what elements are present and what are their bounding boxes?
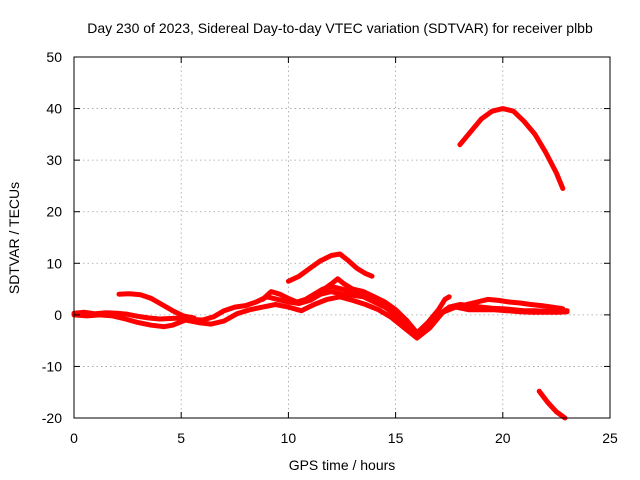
y-tick-label: 30 <box>46 152 62 168</box>
data-series <box>71 106 570 421</box>
tick-marks <box>73 56 611 419</box>
grid <box>74 57 610 418</box>
y-tick-label: 10 <box>46 255 62 271</box>
x-tick-label: 15 <box>388 430 404 446</box>
series-trace-9 <box>536 388 568 421</box>
x-tick-label: 20 <box>495 430 511 446</box>
series-trace-6 <box>260 284 377 305</box>
series-trace-4 <box>285 251 375 284</box>
y-tick-label: -10 <box>42 358 62 374</box>
x-tick-label: 25 <box>602 430 618 446</box>
y-tick-label: -20 <box>42 410 62 426</box>
y-tick-labels: -20 -10 0 10 20 30 40 50 <box>42 49 62 426</box>
plot-frame <box>73 56 611 419</box>
chart-title: Day 230 of 2023, Sidereal Day-to-day VTE… <box>87 20 593 36</box>
x-tick-label: 0 <box>70 430 78 446</box>
y-tick-label: 50 <box>46 49 62 65</box>
y-tick-label: 40 <box>46 101 62 117</box>
series-trace-3 <box>116 291 197 321</box>
y-tick-label: 0 <box>54 307 62 323</box>
x-tick-label: 5 <box>177 430 185 446</box>
y-tick-label: 20 <box>46 204 62 220</box>
series-trace-7 <box>463 296 566 312</box>
series-trace-8 <box>457 106 566 191</box>
x-tick-labels: 0 5 10 15 20 25 <box>70 430 618 446</box>
series-trace-5 <box>318 276 452 336</box>
y-axis-label: SDTVAR / TECUs <box>6 182 22 294</box>
series-trace-2 <box>71 294 570 341</box>
x-tick-label: 10 <box>281 430 297 446</box>
x-axis-label: GPS time / hours <box>289 457 396 473</box>
